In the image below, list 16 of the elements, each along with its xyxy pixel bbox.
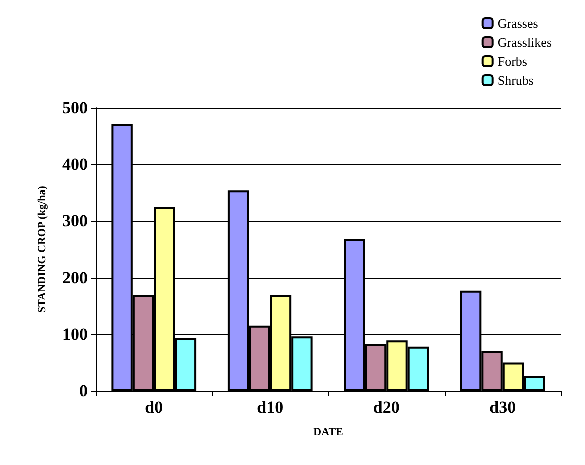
legend-label: Forbs [498,54,528,69]
x-axis-title: DATE [314,426,344,438]
x-tick-label: d30 [490,398,516,417]
x-tick-label: d10 [257,398,284,417]
y-tick-label: 500 [62,98,88,118]
y-tick-label: 300 [62,212,88,231]
x-tick-label: d0 [145,398,164,417]
legend-label: Shrubs [498,73,534,88]
y-tick-label: 0 [80,382,88,400]
y-axis-title: STANDING CROP (kg/ha) [36,186,48,313]
legend-label: Grasses [498,16,538,31]
y-tick-label: 400 [62,155,88,174]
x-tick-label: d20 [373,398,400,417]
y-tick-label: 100 [62,324,88,344]
legend-label: Grasslikes [498,35,552,50]
y-tick-label: 200 [62,268,88,288]
